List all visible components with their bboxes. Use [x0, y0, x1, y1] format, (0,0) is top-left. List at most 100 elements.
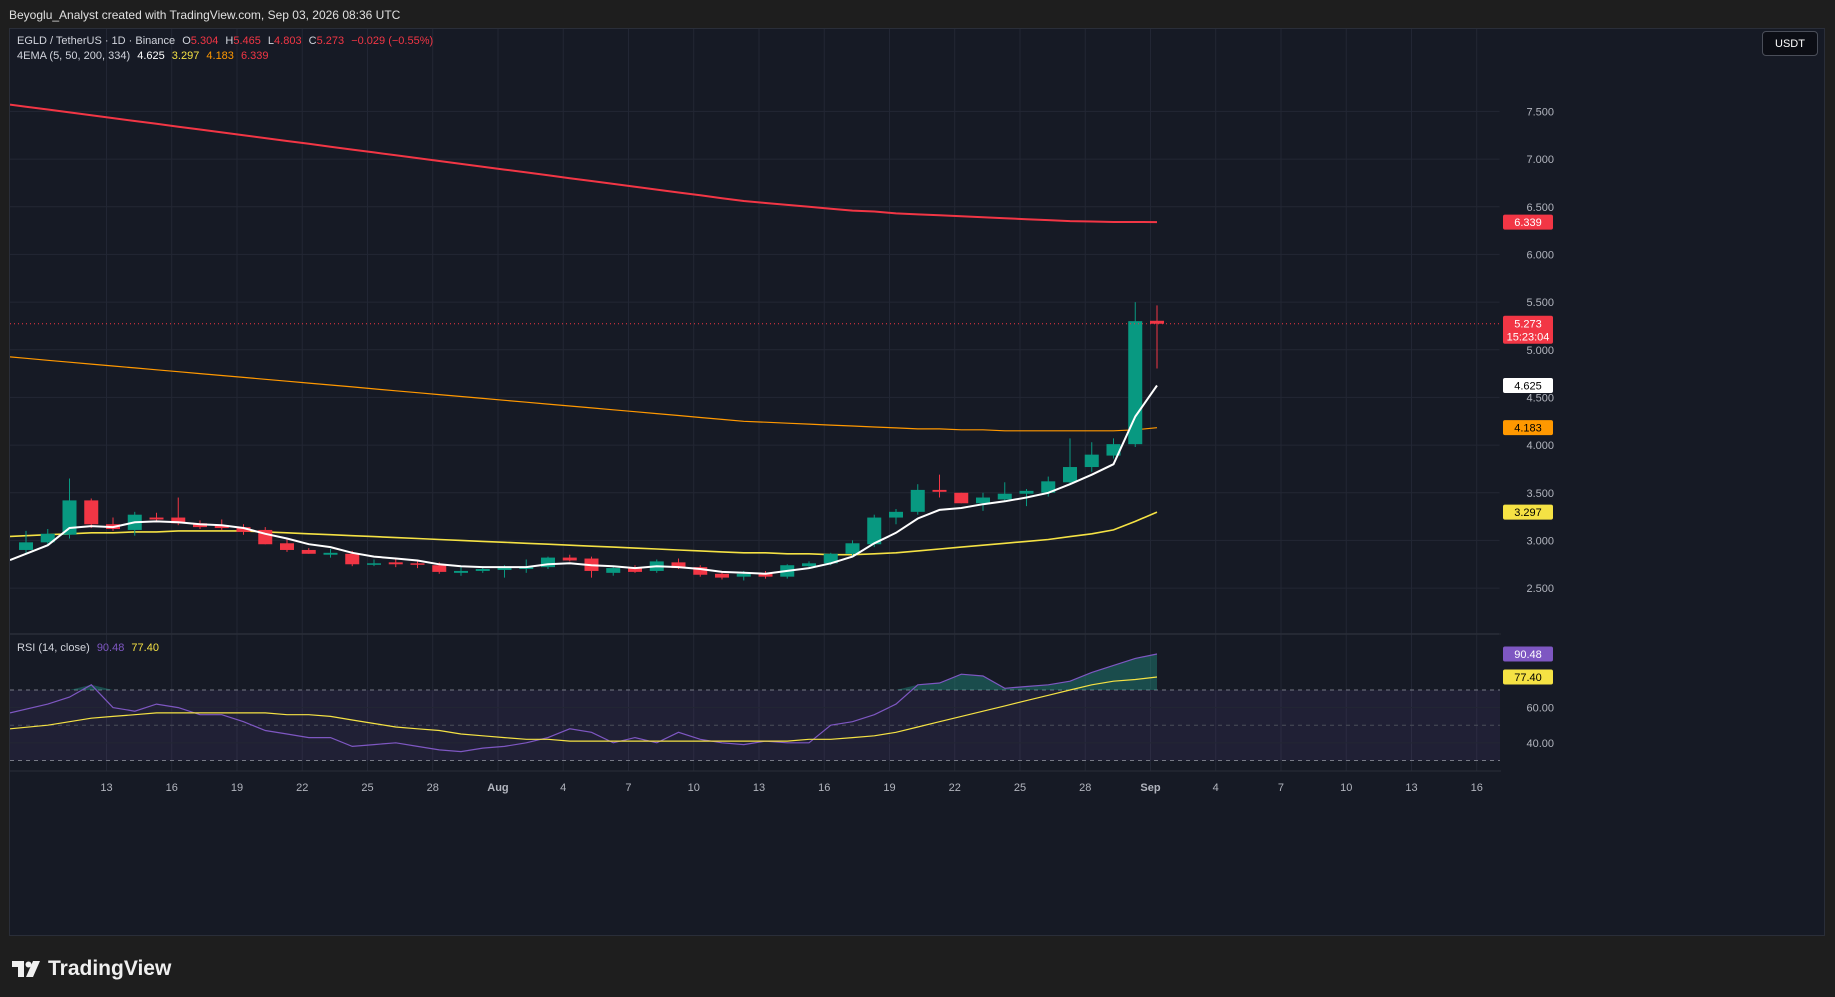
candle-body	[454, 570, 468, 573]
candle-body	[323, 552, 338, 555]
time-tick-label: 25	[1014, 782, 1026, 794]
price-tick-label: 6.500	[1526, 202, 1554, 214]
time-tick-label: 7	[1278, 782, 1284, 794]
candle-body	[367, 563, 381, 565]
ema-label: 4EMA (5, 50, 200, 334)	[17, 50, 131, 62]
time-tick-label: 28	[1079, 782, 1091, 794]
candle-body	[301, 549, 316, 554]
ema334-price-badge	[1503, 214, 1553, 230]
time-tick-label: 4	[560, 782, 566, 794]
candle-body	[823, 553, 838, 564]
candle-body	[19, 542, 33, 550]
price-tick-label: 3.500	[1526, 488, 1554, 500]
rsi-legend[interactable]: RSI (14, close) 90.48 77.40	[17, 642, 163, 654]
time-tick-label: 13	[1405, 782, 1417, 794]
candle-body	[1150, 320, 1164, 324]
ema50-price-badge	[1503, 504, 1553, 520]
time-tick-label: 16	[166, 782, 178, 794]
high-label: H	[225, 35, 234, 47]
currency-button[interactable]: USDT	[1762, 31, 1818, 56]
price-axis-background	[1501, 29, 1824, 935]
time-tick-label: 10	[1340, 782, 1352, 794]
candle-body	[606, 568, 621, 573]
rsi-tick-label: 40.00	[1526, 738, 1554, 750]
price-tick-label: 7.500	[1526, 106, 1554, 118]
candle-body	[976, 497, 990, 504]
open-value: 5.304	[190, 35, 219, 47]
candle-body	[62, 500, 77, 535]
candle-body	[280, 543, 294, 550]
ema5-value: 4.625	[137, 50, 165, 62]
ema200-price-label: 4.183	[1514, 423, 1542, 435]
symbol-title[interactable]: EGLD / TetherUS · 1D · Binance	[17, 35, 176, 47]
candle-body	[715, 573, 729, 578]
candle-body	[628, 568, 642, 572]
time-tick-label: Sep	[1140, 782, 1160, 794]
candle-body	[562, 557, 577, 561]
ema200-line	[10, 356, 1158, 432]
ema334-line	[10, 103, 1158, 224]
chart-frame[interactable]: 2.500 3.000 3.500 4.000 4.500 5.000 5.500 6.000…	[9, 28, 1825, 936]
candle-body	[497, 567, 512, 570]
time-tick-label: 22	[949, 782, 961, 794]
ema334-value: 6.339	[240, 50, 269, 62]
ema5-price-label: 4.625	[1514, 381, 1542, 393]
rsi-price-label: 90.48	[1514, 649, 1542, 661]
candle-body	[388, 562, 403, 565]
time-tick-label: Aug	[487, 782, 508, 794]
symbol-legend: EGLD / TetherUS · 1D · Binance O5.304 H5…	[17, 35, 437, 47]
candle-body	[910, 489, 925, 512]
last-price-badge	[1503, 315, 1553, 344]
rsi-label: RSI (14, close)	[17, 642, 90, 654]
rsi-ma-price-badge	[1503, 669, 1553, 685]
chart-canvas[interactable]: 2.500 3.000 3.500 4.000 4.500 5.000 5.500 6.000…	[10, 29, 1825, 936]
ema334-price-label: 6.339	[1514, 217, 1542, 229]
time-tick-label: 22	[296, 782, 308, 794]
candle-body	[889, 511, 903, 518]
time-tick-label: 13	[100, 782, 112, 794]
top-bar: Beyoglu_Analyst created with TradingView…	[0, 0, 1835, 28]
close-value: 5.273	[316, 35, 345, 47]
rsi-ma-value: 77.40	[131, 642, 159, 654]
chart-credit: Beyoglu_Analyst created with TradingView…	[9, 8, 401, 22]
candle-body	[40, 533, 55, 543]
countdown-label: 15:23:04	[1507, 332, 1550, 344]
time-tick-label: 19	[231, 782, 243, 794]
close-label: C	[308, 35, 317, 47]
candle-body	[432, 565, 447, 572]
price-tick-label: 3.000	[1526, 535, 1554, 547]
ema50-price-label: 3.297	[1514, 507, 1542, 519]
rsi-price-badge	[1503, 646, 1553, 662]
time-tick-label: 16	[1471, 782, 1483, 794]
candle-body	[149, 517, 164, 520]
rsi-value: 90.48	[96, 642, 125, 654]
candle-body	[758, 573, 773, 577]
time-tick-label: 28	[427, 782, 439, 794]
candle-body	[345, 553, 360, 565]
candle-body	[867, 517, 882, 545]
candle-body	[802, 563, 816, 567]
candle-body	[932, 489, 947, 492]
candle-body	[954, 492, 969, 504]
candle-body	[214, 525, 229, 529]
candle-body	[171, 517, 186, 524]
candle-body	[475, 569, 490, 571]
candle-body	[1128, 321, 1143, 445]
price-tick-label: 2.500	[1526, 583, 1554, 595]
candle-body	[736, 573, 751, 577]
tradingview-logo[interactable]: TradingView	[12, 957, 171, 981]
candle-body	[845, 543, 860, 554]
candle-body	[541, 557, 555, 568]
ema5-price-badge	[1503, 378, 1553, 394]
price-tick-label: 7.000	[1526, 154, 1554, 166]
rsi-line	[10, 653, 1158, 753]
candle-body	[1041, 481, 1056, 493]
candle-body	[997, 493, 1012, 500]
candle-body	[236, 527, 251, 532]
time-tick-label: 16	[818, 782, 830, 794]
low-label: L	[267, 35, 275, 47]
low-value: 4.803	[274, 35, 302, 47]
ema-legend[interactable]: 4EMA (5, 50, 200, 334) 4.625 3.297 4.183…	[17, 50, 273, 62]
time-tick-label: 19	[883, 782, 895, 794]
price-tick-label: 4.000	[1526, 440, 1554, 452]
